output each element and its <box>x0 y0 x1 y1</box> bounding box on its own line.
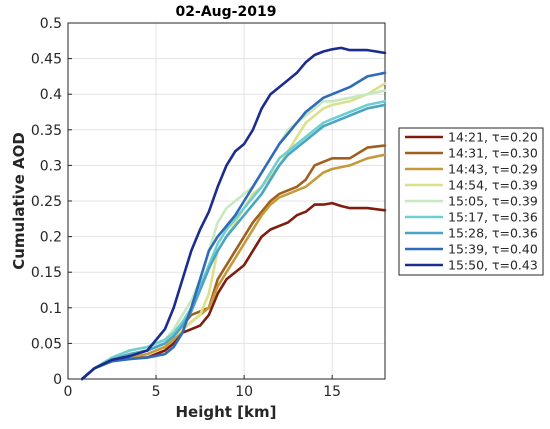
x-axis-label: Height [km] <box>176 403 277 421</box>
y-tick-label: 0.45 <box>31 52 62 68</box>
y-tick-label: 0.1 <box>40 301 62 317</box>
legend-label: 15:39, τ=0.40 <box>448 242 538 257</box>
series-line-1 <box>80 201 387 381</box>
y-tick-label: 0.05 <box>31 336 62 352</box>
x-tick-label: 0 <box>64 384 73 400</box>
x-axis: 0 5 10 15 <box>64 375 341 400</box>
y-tick-label: 0.35 <box>31 123 62 139</box>
x-tick-label: 15 <box>323 384 341 400</box>
series-lines <box>80 46 387 381</box>
series-line-6 <box>80 100 387 381</box>
series-line-8 <box>80 71 387 381</box>
series-line-9 <box>80 46 387 381</box>
y-tick-label: 0.25 <box>31 194 62 210</box>
x-tick-label: 10 <box>235 384 253 400</box>
legend-label: 14:43, τ=0.29 <box>448 162 538 177</box>
series-line-4 <box>80 82 387 381</box>
legend-label: 15:28, τ=0.36 <box>448 226 538 241</box>
legend-label: 14:54, τ=0.39 <box>448 178 538 193</box>
chart-title: 02-Aug-2019 <box>176 4 277 20</box>
legend-label: 15:50, τ=0.43 <box>448 258 538 273</box>
legend-label: 15:05, τ=0.39 <box>448 194 538 209</box>
series-line-7 <box>80 103 387 381</box>
y-tick-label: 0.2 <box>40 230 62 246</box>
legend-label: 15:17, τ=0.36 <box>448 210 538 225</box>
series-line-3 <box>80 153 387 381</box>
y-tick-label: 0.4 <box>40 87 62 103</box>
y-tick-label: 0.3 <box>40 158 62 174</box>
x-tick-label: 5 <box>152 384 161 400</box>
y-tick-label: 0.5 <box>40 16 62 32</box>
y-axis: 0 0.05 0.1 0.15 0.2 0.25 0.3 0.35 0.4 0.45 0.5 <box>31 16 72 388</box>
grid-lines <box>67 22 385 380</box>
y-tick-label: 0.15 <box>31 265 62 281</box>
y-tick-label: 0 <box>53 372 62 388</box>
series-line-5 <box>80 89 387 381</box>
legend-label: 14:31, τ=0.30 <box>448 146 538 161</box>
y-axis-label: Cumulative AOD <box>10 132 28 270</box>
legend-label: 14:21, τ=0.20 <box>448 130 538 145</box>
